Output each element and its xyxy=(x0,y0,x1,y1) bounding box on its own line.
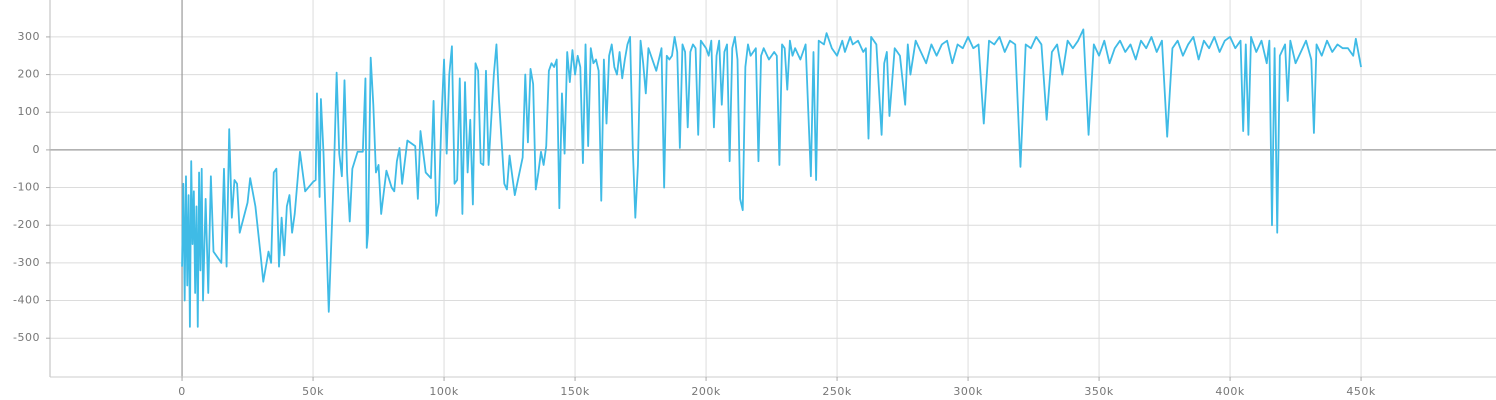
y-tick-label: -300 xyxy=(13,256,40,269)
x-tick-label: 50k xyxy=(302,385,324,398)
x-tick-label: 450k xyxy=(1346,385,1375,398)
x-tick-label: 350k xyxy=(1084,385,1113,398)
x-tick-label: 250k xyxy=(822,385,851,398)
y-tick-label: -400 xyxy=(13,294,40,307)
y-tick-label: 100 xyxy=(18,105,41,118)
x-tick-label: 150k xyxy=(560,385,589,398)
x-tick-label: 100k xyxy=(429,385,458,398)
x-tick-label: 200k xyxy=(691,385,720,398)
y-tick-label: 0 xyxy=(33,143,41,156)
y-tick-label: -200 xyxy=(13,218,40,231)
x-tick-label: 0 xyxy=(178,385,186,398)
data-line xyxy=(181,28,1362,328)
y-tick-label: -100 xyxy=(13,181,40,194)
y-tick-label: 200 xyxy=(18,68,41,81)
y-tick-label: 300 xyxy=(18,30,41,43)
x-tick-label: 400k xyxy=(1215,385,1244,398)
y-tick-label: -500 xyxy=(13,331,40,344)
x-tick-label: 300k xyxy=(953,385,982,398)
